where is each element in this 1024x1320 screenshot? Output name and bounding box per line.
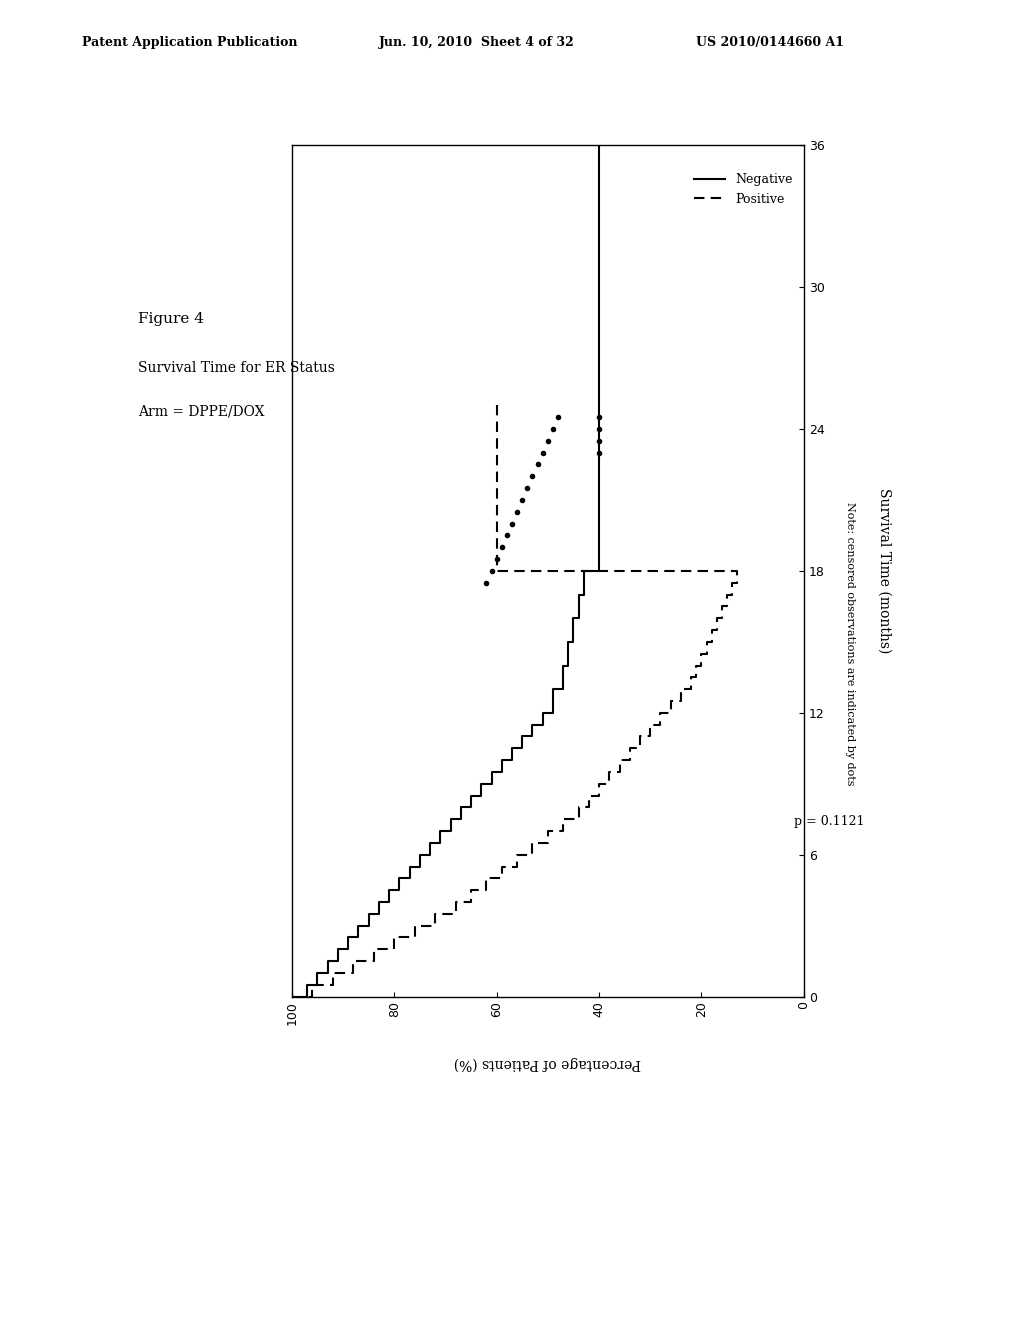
Text: p = 0.1121: p = 0.1121 bbox=[794, 814, 864, 828]
Text: Survival Time for ER Status: Survival Time for ER Status bbox=[138, 362, 335, 375]
Text: Figure 4: Figure 4 bbox=[138, 313, 204, 326]
Text: Note: censored observations are indicated by dots: Note: censored observations are indicate… bbox=[845, 502, 855, 785]
Legend: Negative, Positive: Negative, Positive bbox=[689, 169, 798, 211]
Text: US 2010/0144660 A1: US 2010/0144660 A1 bbox=[696, 36, 845, 49]
Text: Arm = DPPE/DOX: Arm = DPPE/DOX bbox=[138, 405, 265, 418]
Text: Patent Application Publication: Patent Application Publication bbox=[82, 36, 297, 49]
Text: Jun. 10, 2010  Sheet 4 of 32: Jun. 10, 2010 Sheet 4 of 32 bbox=[379, 36, 574, 49]
X-axis label: Percentage of Patients (%): Percentage of Patients (%) bbox=[455, 1056, 641, 1071]
Y-axis label: Survival Time (months): Survival Time (months) bbox=[878, 488, 891, 653]
